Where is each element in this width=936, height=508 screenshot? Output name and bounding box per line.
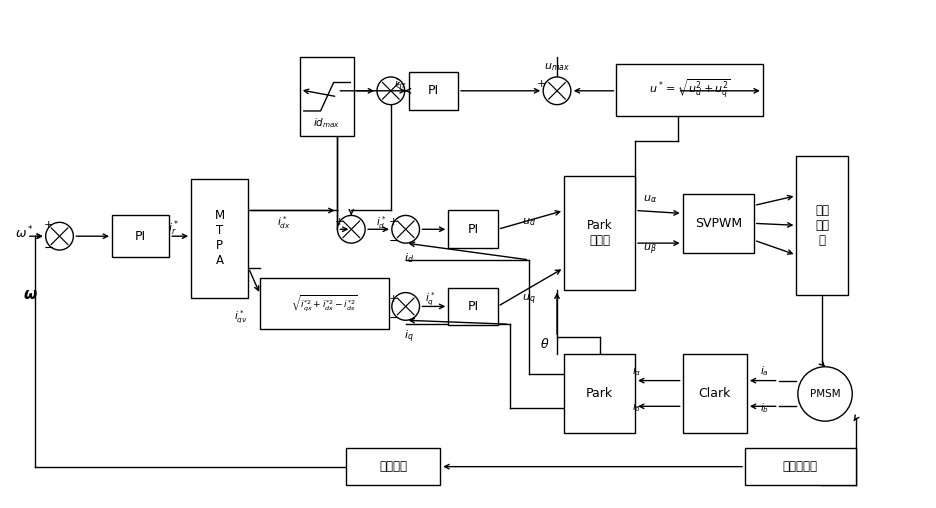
Text: PI: PI: [467, 223, 478, 236]
Text: Clark: Clark: [698, 387, 730, 400]
Text: PI: PI: [428, 84, 438, 98]
Circle shape: [391, 293, 419, 320]
Text: PI: PI: [467, 300, 478, 313]
Text: $u_\beta$: $u_\beta$: [642, 243, 656, 257]
Text: Park
逆变换: Park 逆变换: [586, 219, 612, 247]
Text: 三相
逆变
器: 三相 逆变 器: [814, 204, 828, 247]
Bar: [300, 57, 354, 136]
Text: +: +: [334, 217, 344, 228]
Text: $i_{df}$: $i_{df}$: [394, 77, 407, 91]
Text: $i_d$: $i_d$: [403, 251, 413, 265]
Text: M
T
P
A: M T P A: [214, 209, 225, 267]
Circle shape: [337, 215, 365, 243]
Text: $u_d$: $u_d$: [521, 216, 535, 228]
Text: $u_q$: $u_q$: [522, 292, 535, 307]
Bar: [682, 194, 753, 253]
Text: 旋转变压器: 旋转变压器: [782, 460, 817, 473]
Text: +: +: [388, 295, 398, 304]
Bar: [616, 64, 762, 115]
Text: $i_q$: $i_q$: [403, 329, 413, 345]
Text: $\sqrt{i_{qx}^{*2}+i_{dx}^{*2}-i_{ds}^{*2}}$: $\sqrt{i_{qx}^{*2}+i_{dx}^{*2}-i_{ds}^{*…: [291, 293, 358, 313]
Text: Park: Park: [585, 387, 612, 400]
Text: +: +: [536, 79, 546, 89]
Circle shape: [46, 223, 73, 250]
Text: $i_a$: $i_a$: [759, 364, 768, 377]
Text: $\theta$: $\theta$: [540, 337, 549, 351]
Text: $i_q^*$: $i_q^*$: [425, 291, 435, 308]
Text: SVPWM: SVPWM: [694, 217, 741, 230]
Text: 速度计算: 速度计算: [379, 460, 407, 473]
Text: $i_\beta$: $i_\beta$: [631, 401, 640, 416]
Text: $i_{q\nu}^*$: $i_{q\nu}^*$: [234, 308, 247, 326]
Bar: [346, 448, 440, 486]
Circle shape: [797, 367, 852, 421]
Text: $-$: $-$: [43, 241, 54, 253]
Text: +: +: [388, 217, 398, 228]
Text: $\boldsymbol{\omega}$: $\boldsymbol{\omega}$: [22, 287, 37, 302]
Bar: [408, 72, 458, 110]
Text: $-$: $-$: [388, 234, 399, 247]
Circle shape: [391, 215, 419, 243]
Circle shape: [543, 77, 570, 105]
Circle shape: [376, 77, 404, 105]
Bar: [682, 354, 746, 433]
Text: $id_{max}$: $id_{max}$: [313, 116, 341, 131]
Text: PI: PI: [135, 230, 146, 243]
Bar: [447, 210, 497, 248]
Bar: [796, 156, 847, 295]
Text: $u_\alpha$: $u_\alpha$: [642, 193, 656, 205]
Text: $-$: $-$: [388, 311, 399, 324]
Text: $i_r^*$: $i_r^*$: [168, 218, 179, 238]
Text: $i_b$: $i_b$: [759, 401, 768, 415]
Text: $i_\alpha$: $i_\alpha$: [631, 364, 640, 377]
Text: PMSM: PMSM: [809, 389, 840, 399]
Bar: [111, 215, 169, 257]
Text: +: +: [44, 220, 53, 230]
Bar: [744, 448, 855, 486]
Bar: [563, 354, 635, 433]
Bar: [447, 288, 497, 325]
Text: $i_d^*$: $i_d^*$: [375, 214, 386, 231]
Bar: [191, 179, 248, 298]
Text: $u^*=\sqrt{u_d^2+u_q^2}$: $u^*=\sqrt{u_d^2+u_q^2}$: [648, 78, 730, 102]
Bar: [260, 278, 388, 329]
Text: $\omega^*$: $\omega^*$: [15, 225, 34, 241]
Text: $i_{dx}^*$: $i_{dx}^*$: [277, 214, 291, 231]
Bar: [563, 176, 635, 290]
Text: $u_{max}$: $u_{max}$: [544, 61, 569, 73]
